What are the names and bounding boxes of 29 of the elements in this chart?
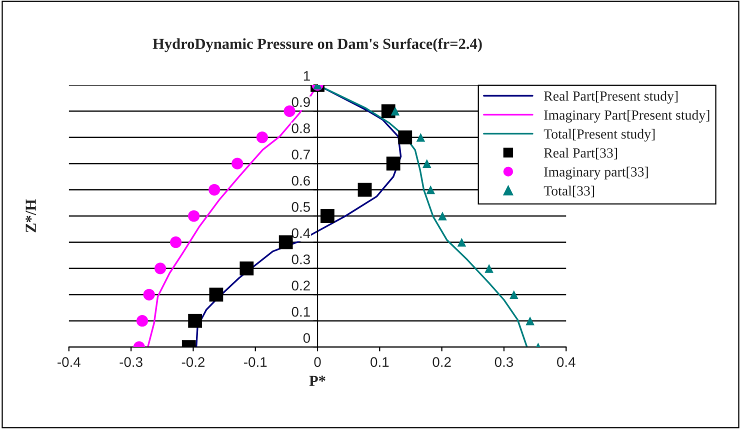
x-tick-label: -0.1 <box>244 357 267 367</box>
legend-label: Real Part[Present study] <box>544 90 678 104</box>
x-tick-label: 0.1 <box>370 357 389 367</box>
legend-label: Imaginary part[33] <box>544 166 648 180</box>
x-tick-label: 0.4 <box>557 357 576 367</box>
y-tick-label: 0.6 <box>292 176 310 186</box>
x-tick-label: -0.4 <box>58 357 80 367</box>
y-tick-label: 0 <box>303 333 310 343</box>
y-tick-label: 0.7 <box>292 150 310 160</box>
x-tick-label: 0.2 <box>432 357 451 367</box>
x-tick-label: 0.3 <box>494 357 514 367</box>
y-tick-label: 0.3 <box>292 254 310 264</box>
x-axis-title: P* <box>309 376 326 386</box>
y-tick-label: 0.8 <box>292 123 310 134</box>
x-tick-label: -0.2 <box>182 357 204 367</box>
x-tick-label: 0 <box>314 357 321 367</box>
chart-title: HydroDynamic Pressure on Dam's Surface(fr=2.4) <box>152 38 482 52</box>
y-tick-label: 0.2 <box>292 280 310 291</box>
legend-label: Total[33] <box>544 186 594 198</box>
legend-label: Imaginary Part[Present study] <box>544 110 710 123</box>
x-tick-label: -0.3 <box>120 357 142 367</box>
y-tick-label: 0.1 <box>292 306 310 317</box>
legend-label: Real Part[33] <box>544 148 618 160</box>
y-tick-label: 0.5 <box>292 202 310 212</box>
y-tick-label: 0.9 <box>292 97 310 108</box>
y-tick-label: 0.4 <box>292 228 310 238</box>
y-tick-label: 1 <box>304 71 310 81</box>
legend-label: Total[Present study] <box>544 128 655 142</box>
y-axis-title: Z*/H <box>26 199 36 232</box>
